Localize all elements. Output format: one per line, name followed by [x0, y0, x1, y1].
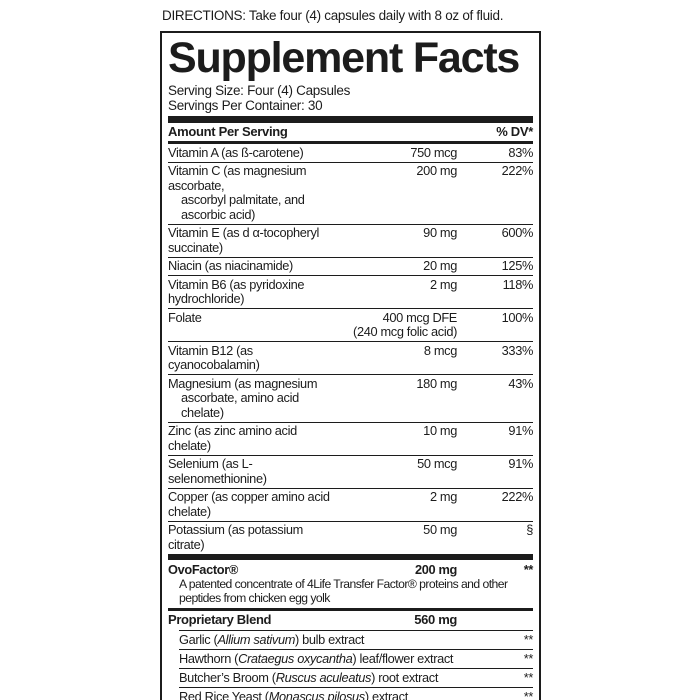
blend-item-row: Butcher’s Broom (Ruscus aculeatus) root … — [179, 667, 534, 687]
label-column: DIRECTIONS: Take four (4) capsules daily… — [160, 8, 541, 700]
nutrient-row: Magnesium (as magnesium ascorbate, amino … — [168, 375, 533, 423]
nutrient-name: Magnesium (as magnesium ascorbate, amino … — [168, 375, 318, 420]
nutrient-dv: 600% — [501, 225, 534, 240]
ovofactor-name: OvoFactor® — [168, 561, 238, 577]
nutrient-row: Selenium (as L-selenomethionine) 50 mcg … — [168, 456, 533, 489]
blend-item-row: Garlic (Allium sativum) bulb extract ** — [179, 629, 534, 649]
proprietary-blend-amount: 560 mg — [414, 612, 457, 627]
serving-size: Serving Size: Four (4) Capsules — [168, 83, 351, 98]
nutrient-amount: 20 mg — [423, 258, 457, 273]
nutrient-dv: 43% — [508, 375, 533, 391]
nutrient-dv: 91% — [508, 456, 533, 471]
ovofactor-description-line: A patented concentrate of 4Life Transfer… — [179, 576, 508, 591]
nutrient-dv: 91% — [508, 423, 533, 438]
thick-divider — [168, 116, 533, 123]
nutrient-table: Vitamin A (as ß-carotene) 750 mcg 83% Vi… — [168, 144, 533, 554]
blend-item-name: Butcher’s Broom (Ruscus aculeatus) root … — [179, 670, 439, 685]
nutrient-dv: § — [526, 522, 533, 537]
nutrient-row: Copper (as copper amino acid chelate) 2 … — [168, 489, 533, 522]
blend-item-name: Red Rice Yeast (Monascus pilosus) extrac… — [179, 689, 408, 700]
nutrient-name: Zinc (as zinc amino acid chelate) — [168, 423, 297, 453]
panel-title: Supplement Facts — [168, 34, 520, 82]
nutrient-row: Zinc (as zinc amino acid chelate) 10 mg … — [168, 423, 533, 456]
nutrient-row: Folate 400 mcg DFE (240 mcg folic acid) 1… — [168, 309, 533, 342]
ovofactor-dv: ** — [523, 561, 534, 577]
nutrient-amount: 2 mg — [429, 276, 457, 292]
nutrient-amount: 750 mcg — [410, 144, 457, 160]
blend-item-dv: ** — [523, 689, 534, 700]
blend-item-dv: ** — [523, 632, 534, 647]
blend-item-name: Hawthorn (Crataegus oxycantha) leaf/flow… — [179, 651, 454, 666]
nutrient-amount: 180 mg — [416, 375, 457, 391]
nutrient-name: Vitamin B6 (as pyridoxine hydrochloride) — [168, 276, 305, 306]
nutrient-name: Potassium (as potassium citrate) — [168, 522, 303, 552]
nutrient-amount: 8 mcg — [423, 342, 457, 358]
nutrient-row: Niacin (as niacinamide) 20 mg 125% — [168, 258, 534, 276]
nutrient-name: Vitamin A (as ß-carotene) — [168, 144, 304, 160]
nutrient-name: Selenium (as L-selenomethionine) — [168, 456, 267, 486]
ovofactor-description-line: peptides from chicken egg yolk — [179, 591, 330, 605]
ovofactor-description: A patented concentrate of 4Life Transfer… — [168, 577, 533, 611]
nutrient-amount: 400 mcg DFE (240 mcg folic acid) — [353, 309, 457, 339]
directions-text: DIRECTIONS: Take four (4) capsules daily… — [162, 8, 504, 23]
nutrient-amount: 10 mg — [423, 423, 457, 438]
servings-per-container: Servings Per Container: 30 — [168, 98, 323, 113]
nutrient-name: Vitamin E (as d α-tocopheryl succinate) — [168, 225, 319, 255]
ovofactor-row: OvoFactor® 200 mg ** — [168, 560, 533, 577]
nutrient-dv: 83% — [508, 144, 533, 160]
nutrient-dv: 222% — [501, 489, 534, 504]
nutrient-dv: 222% — [501, 163, 534, 178]
thick-divider — [168, 553, 533, 560]
ovofactor-amount: 200 mg — [414, 561, 457, 577]
blend-item-dv: ** — [523, 670, 534, 685]
nutrient-name: Folate — [168, 309, 202, 325]
nutrient-dv: 333% — [501, 342, 534, 358]
blend-table: Garlic (Allium sativum) bulb extract ** … — [168, 629, 534, 700]
blend-item-name: Garlic (Allium sativum) bulb extract — [179, 632, 365, 647]
proprietary-blend-row: Proprietary Blend 560 mg — [168, 611, 533, 630]
blend-item-row: Red Rice Yeast (Monascus pilosus) extrac… — [179, 686, 534, 700]
nutrient-amount: 50 mg — [423, 522, 457, 537]
nutrient-name: Niacin (as niacinamide) — [168, 258, 293, 273]
amount-per-serving-label: Amount Per Serving — [168, 124, 288, 139]
blend-item-dv: ** — [523, 651, 534, 666]
proprietary-blend-name: Proprietary Blend — [168, 612, 272, 627]
nutrient-amount: 2 mg — [429, 489, 457, 504]
nutrient-row: Vitamin E (as d α-tocopheryl succinate) … — [168, 225, 533, 258]
nutrient-row: Vitamin B6 (as pyridoxine hydrochloride)… — [168, 276, 533, 309]
nutrient-row: Vitamin B12 (as cyanocobalamin) 8 mcg 33… — [168, 342, 533, 375]
nutrient-name: Vitamin B12 (as cyanocobalamin) — [168, 342, 260, 372]
nutrient-amount: 200 mg — [416, 163, 457, 178]
supplement-facts-panel: Supplement Facts Serving Size: Four (4) … — [160, 31, 541, 700]
blend-item-row: Hawthorn (Crataegus oxycantha) leaf/flow… — [179, 648, 534, 668]
nutrient-name: Vitamin C (as magnesium ascorbate, ascorb… — [168, 163, 307, 222]
nutrient-row: Vitamin A (as ß-carotene) 750 mcg 83% — [168, 144, 533, 163]
nutrient-dv: 118% — [502, 276, 534, 292]
dv-header-label: % DV* — [496, 124, 533, 139]
nutrient-dv: 100% — [501, 309, 534, 325]
nutrient-dv: 125% — [501, 258, 534, 273]
nutrient-name: Copper (as copper amino acid chelate) — [168, 489, 330, 519]
nutrient-amount: 50 mcg — [417, 456, 457, 471]
column-header-row: Amount Per Serving % DV* — [168, 123, 533, 144]
nutrient-row: Potassium (as potassium citrate) 50 mg § — [168, 522, 533, 554]
proprietary-blend-dv — [457, 612, 533, 628]
nutrient-row: Vitamin C (as magnesium ascorbate, ascorb… — [168, 163, 533, 225]
nutrient-amount: 90 mg — [423, 225, 457, 240]
